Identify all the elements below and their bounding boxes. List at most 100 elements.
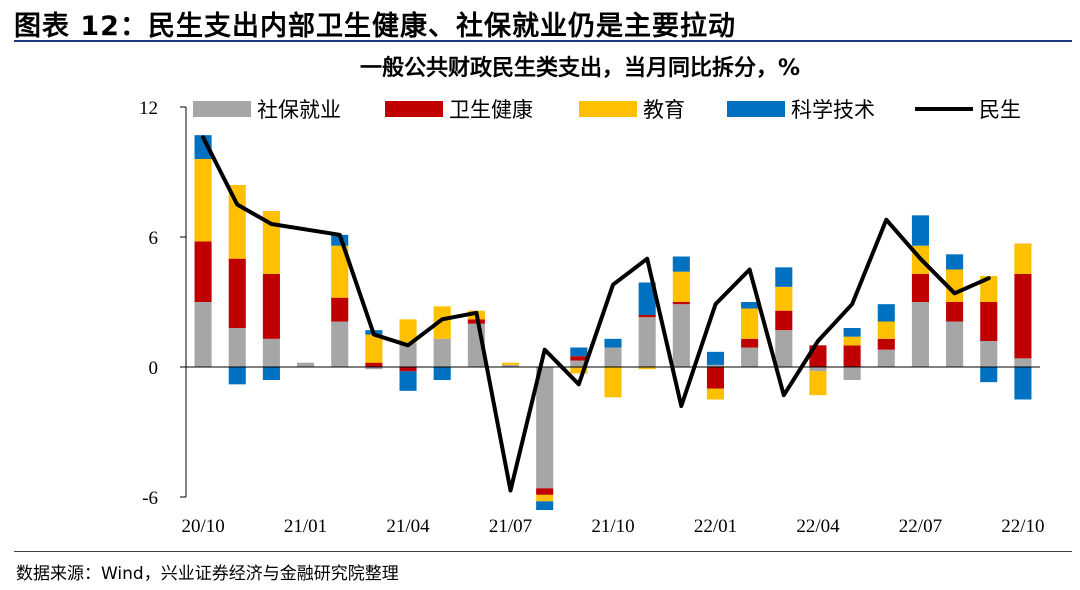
bar-segment <box>775 330 793 367</box>
x-tick-label: 22/10 <box>1001 516 1044 537</box>
bar-segment <box>1014 358 1032 367</box>
bar-segment <box>194 135 212 159</box>
y-tick-label: 0 <box>149 358 159 379</box>
bar-segment <box>706 388 725 400</box>
bar-segment <box>331 245 349 298</box>
bar-segment <box>570 347 588 357</box>
legend-swatch <box>579 101 637 117</box>
chart-title: 一般公共财政民生类支出，当月同比拆分，% <box>359 56 801 81</box>
bar-segment <box>1014 273 1032 359</box>
bar-segment <box>706 367 725 389</box>
y-tick-label: 12 <box>139 98 158 119</box>
bar-segment <box>843 336 861 346</box>
bar-segment <box>365 362 383 367</box>
figure-title: 图表 12：民生支出内部卫生健康、社保就业仍是主要拉动 <box>14 11 736 42</box>
bar-segment <box>741 347 759 367</box>
source-note: 数据来源：Wind，兴业证券经济与金融研究院整理 <box>16 564 399 584</box>
x-tick-label: 22/07 <box>899 516 942 537</box>
x-tick-label: 22/01 <box>694 516 737 537</box>
bar-segment <box>980 302 998 341</box>
x-tick-label: 20/10 <box>181 516 224 537</box>
bar-segment <box>570 360 588 367</box>
bar-segment <box>877 304 895 322</box>
bar-segment <box>775 310 793 331</box>
bar-segment <box>706 364 725 367</box>
bar-segment <box>980 367 998 383</box>
bar-segment <box>331 297 349 322</box>
bar-segment <box>877 338 895 350</box>
legend-label: 民生 <box>979 98 1021 122</box>
line-series-minsheng <box>201 135 991 493</box>
bar-segment <box>809 367 827 372</box>
bar-segment <box>433 338 451 367</box>
bar-segment <box>741 302 759 309</box>
bar-segment <box>399 343 417 367</box>
bar-segment <box>843 367 861 380</box>
bar-segment <box>980 276 998 302</box>
bar-segment <box>672 304 690 367</box>
x-tick-label: 21/01 <box>284 516 327 537</box>
bar-segment <box>604 347 622 367</box>
bar-segment <box>262 211 280 274</box>
bar-segment <box>228 185 246 259</box>
bar-segment <box>877 321 895 339</box>
bar-segment <box>638 282 656 315</box>
bar-segment <box>228 367 246 385</box>
legend-label: 卫生健康 <box>449 98 533 122</box>
bar-segment <box>399 371 417 391</box>
bar-segment <box>809 371 827 396</box>
bar-segment <box>228 328 246 367</box>
bar-segment <box>946 321 964 367</box>
bar-segment <box>297 362 315 367</box>
bar-segment <box>980 341 998 367</box>
legend-swatch <box>385 101 443 117</box>
bar-segment <box>706 351 725 365</box>
bar-segment <box>638 317 656 367</box>
bar-segment <box>672 271 690 302</box>
bar-segment <box>194 302 212 367</box>
bar-segment <box>228 258 246 328</box>
legend-label: 教育 <box>643 98 685 122</box>
bar-segment <box>946 269 964 302</box>
bar-segment <box>570 367 588 374</box>
bar-segment <box>1014 367 1032 400</box>
bar-segment <box>399 319 417 344</box>
y-tick-label: 6 <box>149 228 159 249</box>
bar-segment <box>911 273 929 302</box>
y-tick-label: -6 <box>142 488 158 509</box>
bar-segment <box>536 488 554 495</box>
bar-segment <box>501 362 520 365</box>
bar-segment <box>843 328 861 337</box>
bar-segment <box>672 302 690 305</box>
bar-segment <box>638 367 656 370</box>
bar-segment <box>638 315 656 318</box>
bar-segment <box>194 159 212 242</box>
bar-segment <box>262 338 280 367</box>
x-tick-label: 21/04 <box>386 516 430 537</box>
bar-segment <box>843 345 861 367</box>
x-tick-label: 21/10 <box>591 516 634 537</box>
bar-segment <box>262 367 280 380</box>
legend-label: 社保就业 <box>257 98 341 122</box>
bar-segment <box>501 364 520 367</box>
title-rule <box>14 40 1072 42</box>
bar-segment <box>536 367 554 489</box>
x-tick-label: 22/04 <box>796 516 840 537</box>
bar-segment <box>775 286 793 311</box>
bar-segment <box>365 334 383 363</box>
legend-swatch <box>193 101 251 117</box>
bar-segment <box>365 367 383 370</box>
bar-segment <box>911 215 929 246</box>
bar-segment <box>775 267 793 287</box>
bar-segment <box>604 367 622 398</box>
bar-segment <box>331 321 349 367</box>
source-rule <box>14 551 1072 552</box>
bar-segment <box>877 349 895 367</box>
bar-segment <box>672 256 690 272</box>
legend-swatch <box>727 101 785 117</box>
bar-segment <box>1014 243 1032 274</box>
bar-segment <box>604 338 622 348</box>
legend-label: 科学技术 <box>791 98 875 122</box>
bar-segment <box>433 367 451 380</box>
